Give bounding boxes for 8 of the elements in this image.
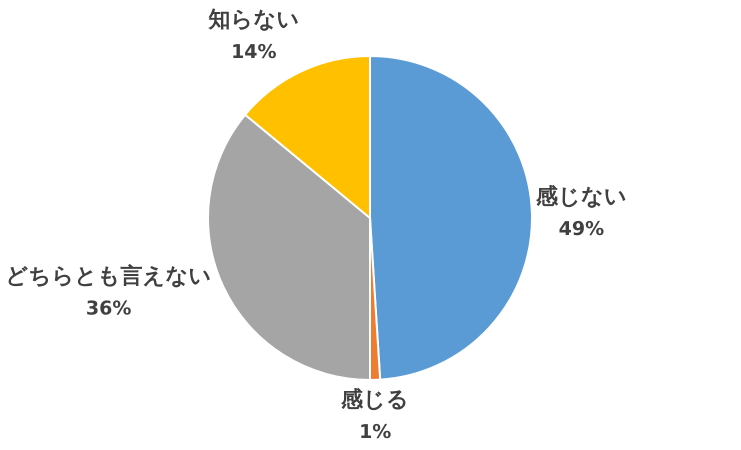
slice-label: 感じない — [534, 184, 627, 210]
data-label: 36% — [86, 298, 132, 320]
slice-label: 感じる — [340, 387, 410, 412]
slice-label: 知らない — [207, 7, 300, 32]
data-label: 14% — [231, 40, 277, 63]
slice-label: どちらとも言えない — [6, 263, 212, 290]
data-label: 1% — [359, 420, 392, 443]
data-label: 49% — [558, 218, 604, 240]
